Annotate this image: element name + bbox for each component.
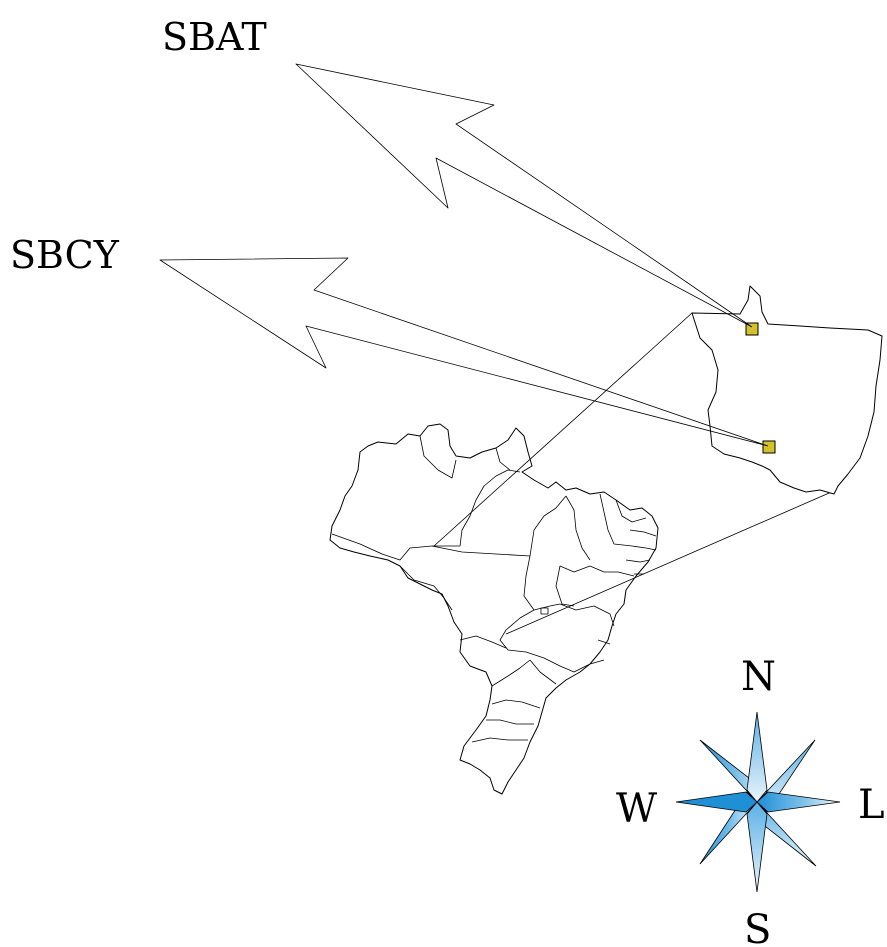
airport-label-sbcy: SBCY [10, 233, 120, 277]
inset-state-outline [691, 285, 883, 495]
arrow-sbat [295, 63, 753, 328]
zoom-lines [433, 312, 837, 635]
compass-label-east: L [858, 782, 885, 828]
airport-label-sbat: SBAT [162, 15, 267, 59]
airport-marker-sbat[interactable] [745, 322, 759, 336]
callout-arrows [159, 63, 769, 447]
brazil-map [329, 423, 659, 795]
airport-markers [745, 322, 776, 454]
compass-label-south: S [744, 907, 771, 947]
compass-star-icon [675, 711, 841, 893]
airport-marker-sbcy[interactable] [762, 440, 776, 454]
compass-label-north: N [741, 654, 776, 700]
compass-label-west: W [616, 786, 657, 832]
state-borders [331, 435, 657, 743]
inset-state [691, 285, 883, 495]
arrow-sbcy [159, 257, 769, 447]
brazil-outline [329, 423, 659, 795]
compass-rose: N S L W [616, 654, 885, 947]
